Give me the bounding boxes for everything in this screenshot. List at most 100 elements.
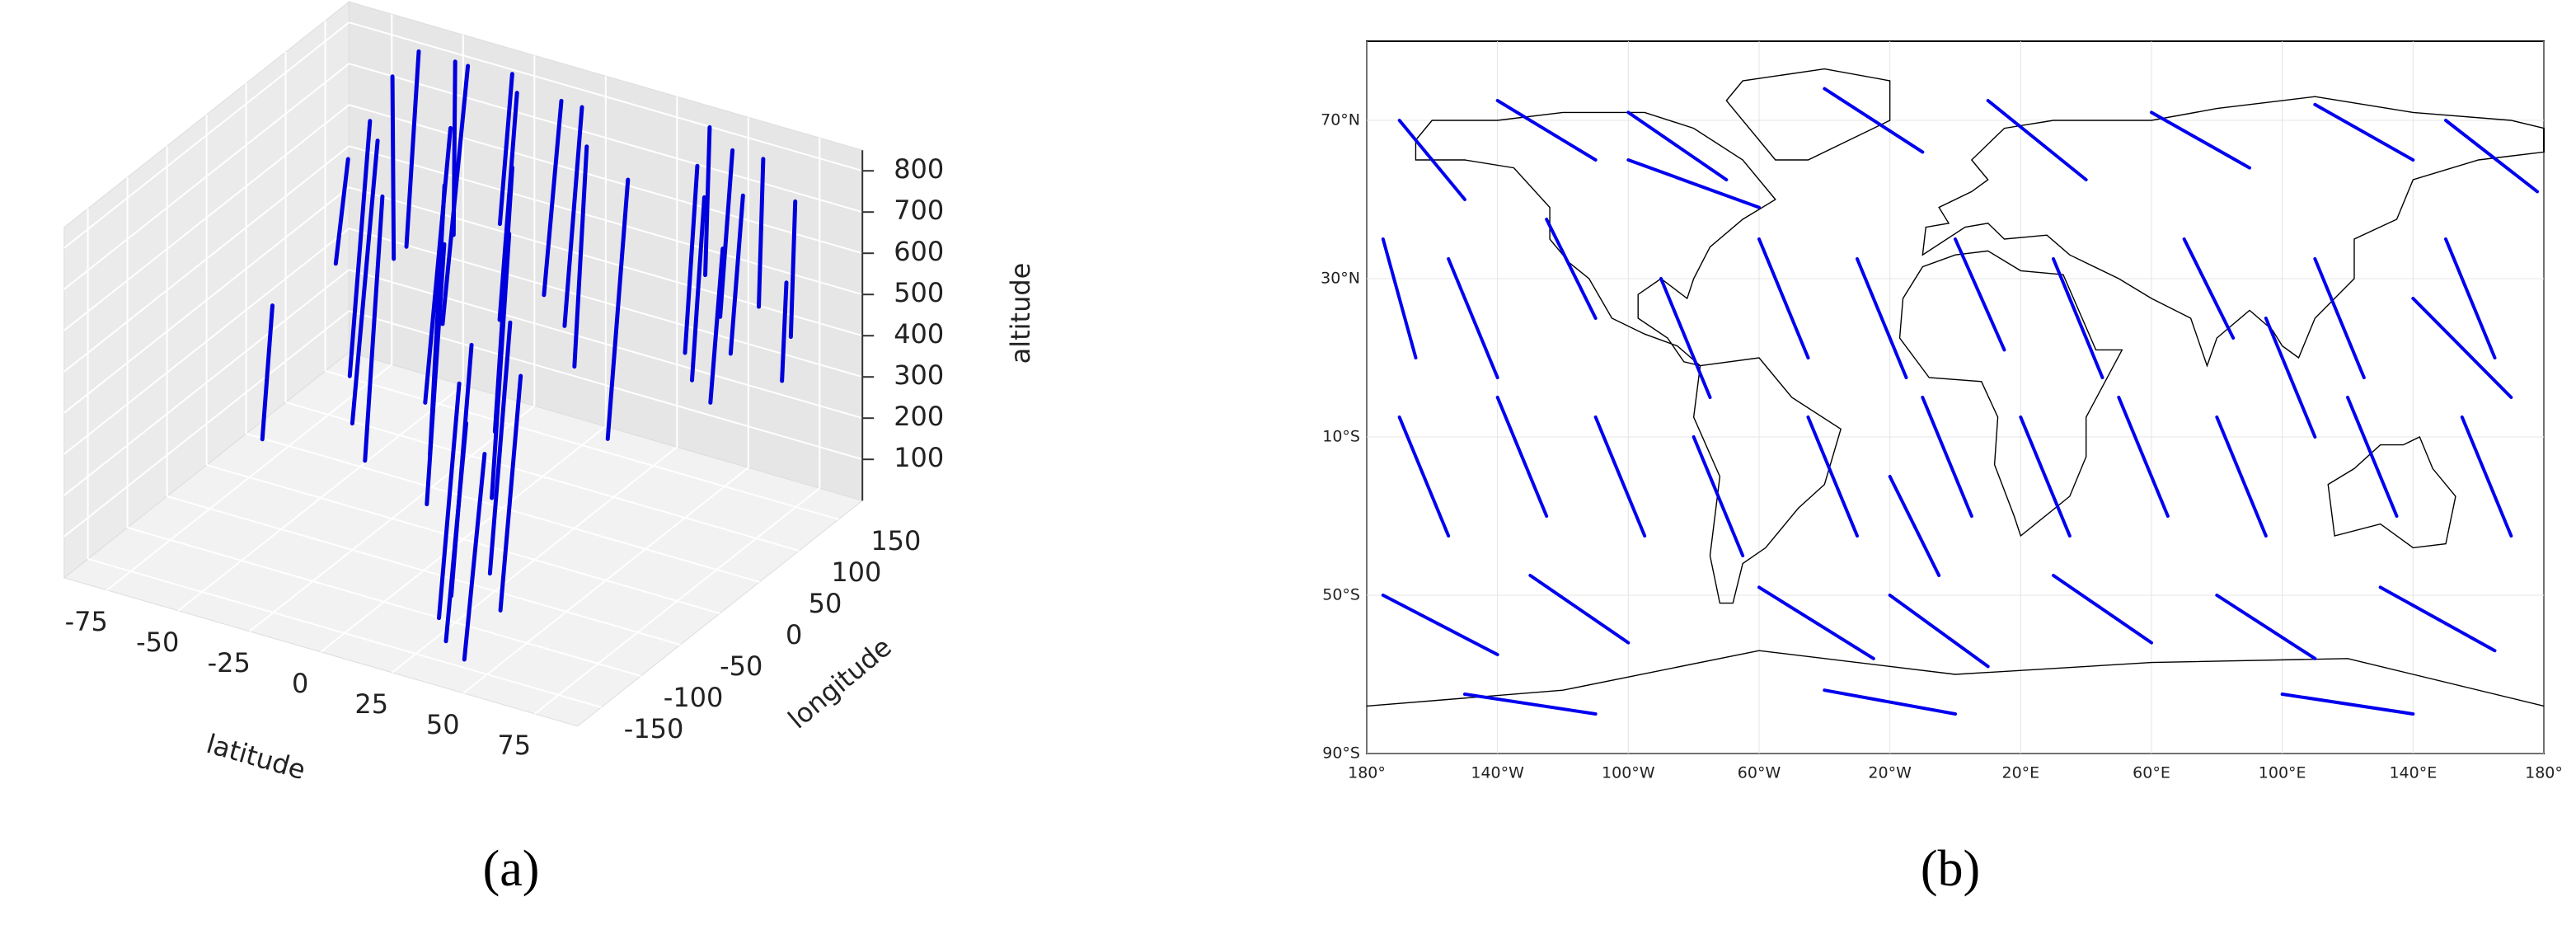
grid-line [349,63,863,214]
track [2215,416,2268,538]
track [572,144,589,369]
grid-line [325,370,839,520]
track [1495,396,1549,518]
track [363,194,385,463]
x-tick-label: 25 [354,688,388,720]
x-tick-label: 180° [1348,764,1386,782]
grid-line [349,21,863,172]
track [425,242,447,507]
track [2444,237,2497,359]
x-tick-label: 20°E [2001,764,2039,782]
grid-line [63,21,350,249]
track [2280,693,2415,716]
y-tick-label: 30°N [1321,270,1360,288]
y-tick-label: 0 [786,619,802,650]
track [1495,99,1598,162]
grid-line [63,63,350,290]
track [2019,416,2072,538]
grid-line [349,186,863,337]
x-tick-label: 75 [497,730,531,761]
z-tick-label: 500 [894,277,944,308]
z-tick-label: 100 [894,442,944,473]
y-tick-label: 100 [831,556,881,588]
track [1954,237,2006,352]
x-tick-label: -25 [208,647,251,678]
z-axis-label: altitude [1005,263,1036,364]
track [487,320,513,576]
track [718,148,735,319]
track [1921,396,1973,518]
track [1463,693,1598,716]
track [1986,99,2088,181]
track [1856,257,1908,379]
grid-line [206,464,720,614]
x-tick-label: 50 [426,709,460,740]
x-axis-label: latitude [203,728,308,786]
track [1823,87,1925,154]
grid-line [63,269,350,496]
track [2346,396,2399,518]
track [1626,110,1729,181]
grid-line [63,310,350,538]
track [2411,297,2513,399]
z-tick-label: 800 [894,153,944,185]
grid-line [63,186,350,414]
track [1757,585,1875,660]
grid-line [127,527,641,677]
track [2444,119,2540,194]
y-tick-label: 70°N [1321,111,1360,129]
map-frame [1366,40,2545,754]
track [390,74,396,261]
track [689,195,706,383]
track [1823,688,1957,716]
x-tick-label: 60°W [1738,764,1781,782]
x-tick-label: -50 [136,627,179,658]
z-tick-label: 400 [894,318,944,350]
track [1692,435,1745,557]
grid-line [87,558,602,708]
grid-line [63,228,350,455]
track [708,247,725,405]
grid-line [349,145,863,296]
z-tick-label: 700 [894,195,944,226]
x-tick-label: 140°E [2389,764,2437,782]
grid-line [63,104,350,331]
track [443,420,469,644]
track [1806,416,1859,538]
track [1447,257,1499,379]
panel-a: -75-50-250255075-150-100-500501001501002… [63,1,1036,786]
x-tick-label: 180° [2525,764,2563,782]
track [1381,594,1499,656]
y-tick-label: 50 [809,588,842,619]
track [440,63,471,326]
track [404,49,421,249]
track [1397,119,1466,201]
grid-line [63,145,350,373]
track [1593,416,1647,538]
y-tick-label: 90°S [1322,744,1360,763]
z-tick-label: 300 [894,359,944,391]
track [683,163,700,355]
x-tick-label: 60°E [2133,764,2170,782]
y-tick-label: -100 [664,682,724,713]
caption: (b) [1921,841,1980,897]
y-tick-label: -150 [624,713,684,744]
grid-line [349,104,863,255]
track [542,98,564,298]
track [1397,416,1451,538]
panel-b: 180° 140°W 100°W 60°W 20°W 20°E 60°E 100°E 140°E… [1321,40,2563,782]
track [2264,317,2317,439]
y-tick-label: 10°S [1322,428,1360,446]
track [2117,396,2170,518]
track [788,199,798,340]
track [703,124,712,278]
track [1757,237,1810,359]
track [757,157,766,309]
grid-line [167,495,681,646]
track [2052,257,2104,379]
track [347,119,373,378]
track [1888,594,1990,669]
track [1659,277,1712,399]
track [2378,585,2497,653]
track [437,381,462,621]
